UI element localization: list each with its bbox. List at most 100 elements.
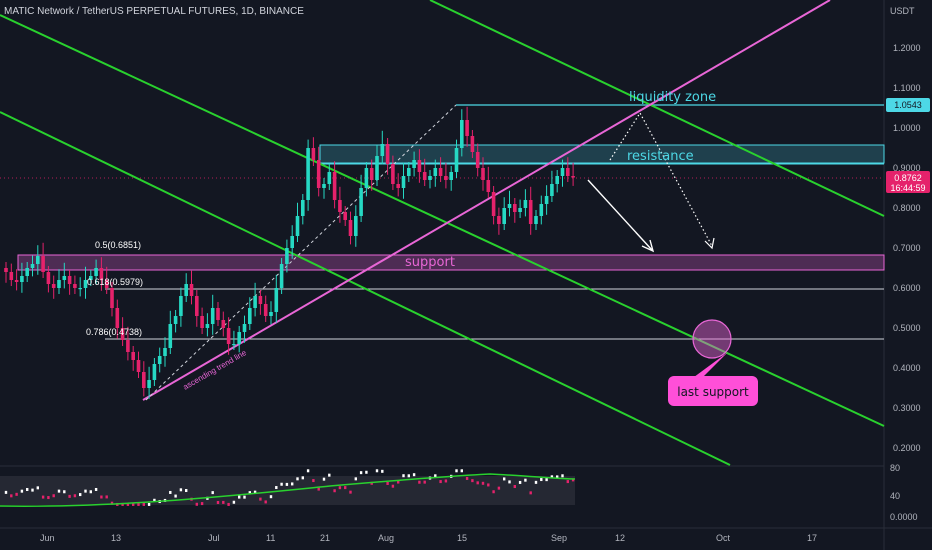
- x-tick-13: 13: [111, 533, 121, 543]
- candle-bearish: [41, 256, 45, 272]
- candle-bearish: [348, 220, 353, 236]
- projection-arrowhead-dotted: [704, 237, 715, 250]
- rsi-point: [524, 478, 527, 482]
- candle-bullish: [78, 288, 82, 290]
- x-tick-17: 17: [807, 533, 817, 543]
- candle-bullish: [502, 208, 506, 224]
- candle-bearish: [4, 268, 8, 272]
- rsi-point: [174, 494, 177, 498]
- candle-bullish: [269, 312, 273, 316]
- rsi-point: [259, 497, 262, 501]
- volume-tick-zero: 0.0000: [890, 512, 918, 522]
- rsi-point: [322, 477, 326, 481]
- channel-upper-line[interactable]: [429, 0, 885, 217]
- rsi-point: [243, 495, 246, 499]
- resistance-label: resistance: [627, 149, 694, 164]
- candle-bearish: [385, 144, 390, 164]
- candle-bearish: [110, 288, 114, 308]
- candle-bearish: [566, 168, 570, 176]
- rsi-point: [529, 491, 532, 495]
- support-zone[interactable]: [17, 254, 885, 271]
- x-tick-jun: Jun: [40, 533, 55, 543]
- rsi-point: [57, 489, 61, 493]
- y-tick-label: 0.6000: [893, 283, 921, 293]
- candle-bullish: [534, 216, 538, 224]
- x-tick-11: 11: [266, 533, 275, 543]
- last-support-callout[interactable]: [668, 376, 758, 406]
- y-tick-label: 0.9000: [893, 163, 921, 173]
- rsi-point: [132, 502, 135, 506]
- candle-bullish: [147, 380, 151, 388]
- candle-bearish: [46, 272, 51, 284]
- candle-bearish: [444, 176, 448, 180]
- candle-bearish: [258, 296, 263, 304]
- candle-bullish: [550, 184, 554, 196]
- rsi-point: [10, 494, 13, 498]
- candle-bullish: [454, 148, 459, 172]
- rsi-point: [222, 500, 225, 504]
- last-price-text: 0.8762: [894, 173, 922, 183]
- rsi-point: [333, 489, 336, 493]
- rsi-point: [105, 495, 108, 499]
- rsi-point: [47, 496, 50, 500]
- rsi-point: [455, 469, 458, 473]
- rsi-point: [238, 495, 241, 499]
- candle-bearish: [9, 272, 14, 280]
- chart-title: MATIC Network / TetherUS PERPETUAL FUTUR…: [4, 6, 304, 17]
- rsi-point: [503, 477, 506, 481]
- rsi-point: [338, 486, 342, 490]
- projection-arrow-dotted: [609, 111, 713, 247]
- candle-bearish: [332, 172, 337, 200]
- rsi-ma-line: [0, 473, 576, 507]
- candle-bearish: [99, 268, 104, 280]
- candle-bearish: [67, 276, 72, 284]
- candle-bullish: [544, 196, 549, 204]
- fib-swing-line: [145, 104, 457, 401]
- candle-bullish: [205, 324, 210, 328]
- rsi-point: [381, 469, 384, 473]
- rsi-point: [439, 480, 442, 484]
- y-tick-label: 0.8000: [893, 203, 921, 213]
- rsi-point: [561, 474, 564, 478]
- candle-bullish: [354, 216, 358, 236]
- rsi-point: [41, 495, 45, 499]
- rsi-point: [306, 469, 310, 473]
- x-tick-oct: Oct: [716, 533, 731, 543]
- rsi-point: [26, 487, 29, 491]
- rsi-point: [94, 487, 98, 491]
- price-scale-panel[interactable]: [884, 0, 932, 550]
- candle-bullish: [407, 168, 411, 176]
- candle-bullish: [507, 204, 512, 208]
- rsi-point: [142, 502, 145, 506]
- rsi-point: [386, 481, 389, 485]
- candle-bullish: [449, 172, 453, 180]
- rsi-tick-80: 80: [890, 463, 900, 473]
- channel-lower-line[interactable]: [0, 111, 731, 466]
- last-support-pointer: [690, 352, 728, 380]
- rsi-point: [566, 480, 569, 484]
- rsi-point: [185, 489, 188, 493]
- rsi-point: [550, 475, 554, 479]
- rsi-point: [508, 480, 511, 484]
- candle-bearish: [221, 320, 226, 328]
- rsi-point: [110, 501, 114, 505]
- rsi-point: [518, 480, 522, 484]
- candle-bullish: [460, 120, 464, 148]
- candle-bullish: [301, 200, 305, 216]
- candle-bearish: [343, 212, 347, 220]
- candle-bullish: [83, 280, 88, 288]
- rsi-point: [179, 488, 183, 492]
- candle-bearish: [513, 204, 517, 212]
- candle-bearish: [417, 160, 422, 172]
- ascending-trend-line[interactable]: [142, 0, 831, 401]
- candle-bearish: [491, 192, 496, 216]
- candle-bullish: [232, 344, 236, 346]
- candle-bullish: [168, 324, 173, 348]
- last-support-circle[interactable]: [692, 319, 732, 359]
- rsi-point: [31, 488, 34, 492]
- channel-middle-line[interactable]: [0, 14, 885, 427]
- last-price-badge: [886, 171, 930, 193]
- rsi-point: [269, 495, 273, 499]
